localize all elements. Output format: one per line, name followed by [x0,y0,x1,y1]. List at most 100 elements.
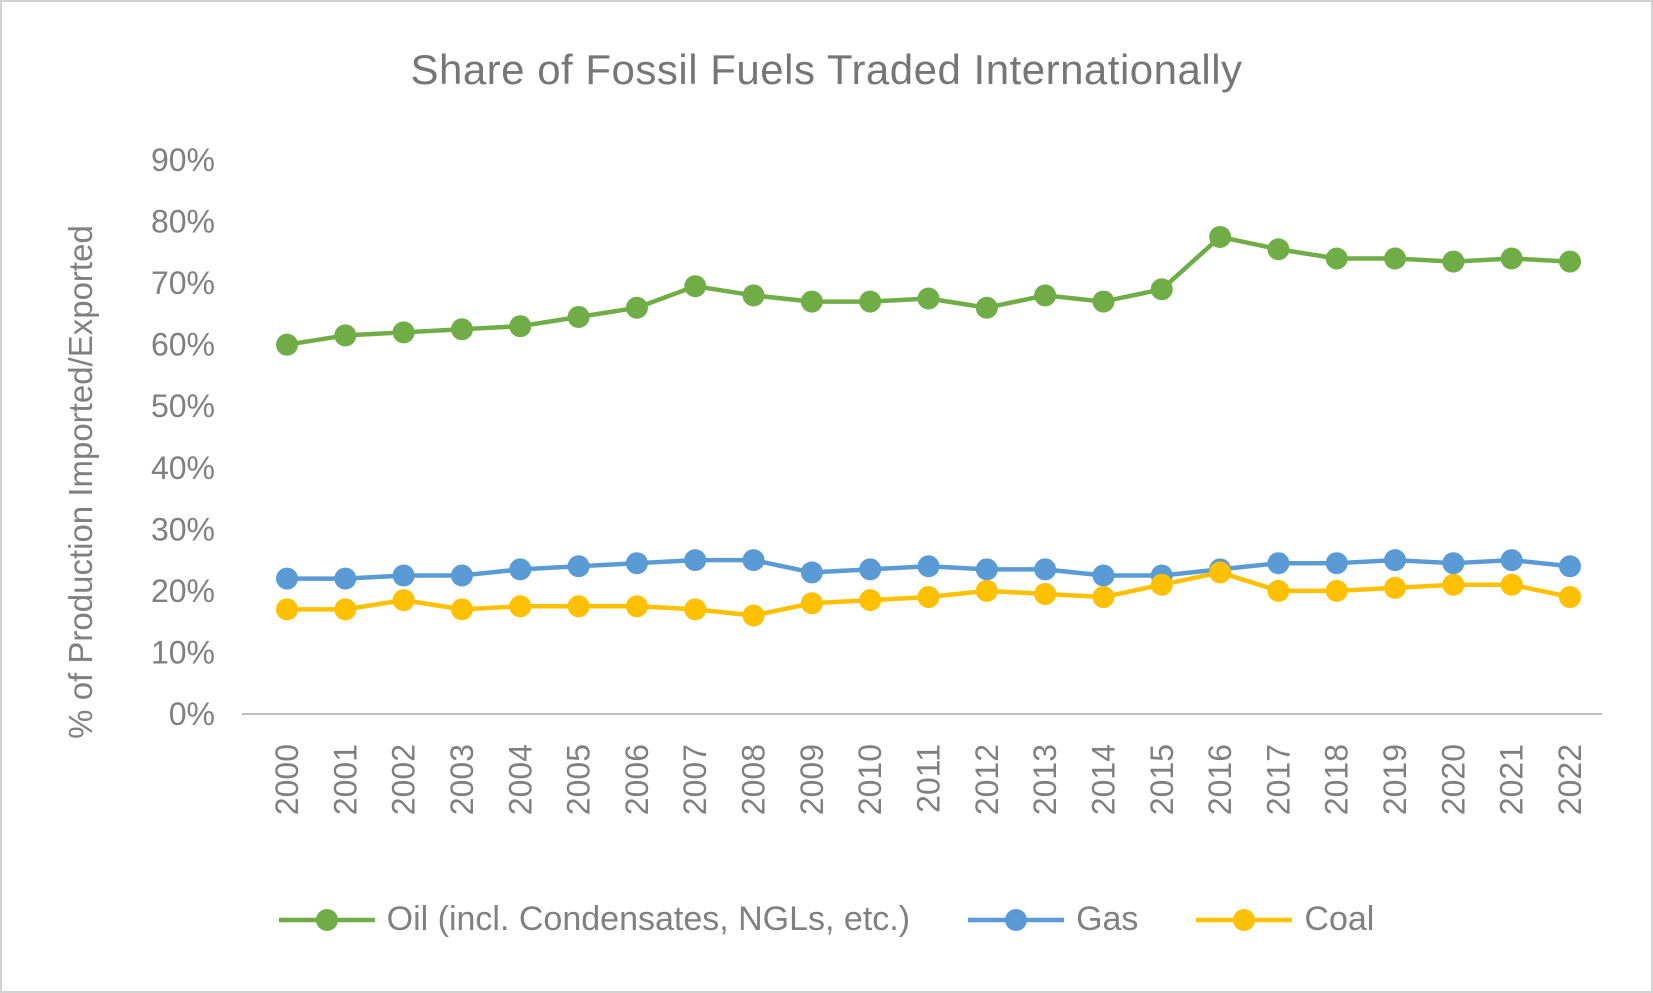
x-tick-label: 2018 [1319,744,1355,815]
gas-data-point [567,555,590,578]
x-tick-label: 2015 [1144,744,1180,815]
gas-data-point [625,552,648,575]
x-tick-label: 2020 [1435,744,1471,815]
gas-data-point [1384,549,1407,572]
x-tick-label: 2010 [852,744,888,815]
x-tick-label: 2001 [327,744,363,815]
coal-data-point [1209,561,1232,584]
oil-data-point [392,321,415,344]
x-tick-label: 2003 [444,744,480,815]
oil-data-point [1034,284,1057,307]
gas-data-point [800,561,823,584]
legend-label-oil: Oil (incl. Condensates, NGLs, etc.) [386,900,911,938]
y-tick-label: 20% [151,573,215,609]
x-tick-label: 2016 [1202,744,1238,815]
oil-data-point [684,275,707,298]
gas-data-point [276,567,298,590]
gas-data-point [392,564,415,587]
gas-data-point [1442,552,1465,575]
y-tick-label: 90% [151,142,215,178]
gas-data-point [684,549,707,572]
x-tick-label: 2007 [677,744,713,815]
coal-data-point [1500,573,1523,596]
gas-data-point [742,549,765,572]
oil-data-point [1150,278,1173,301]
oil-data-point [1325,247,1348,270]
coal-data-point [1034,582,1057,605]
x-tick-label: 2005 [561,744,597,815]
gas-data-point [450,564,473,587]
oil-data-point [742,284,765,307]
legend-label-coal: Coal [1304,900,1375,938]
gas-data-point [1559,555,1581,578]
y-tick-label: 80% [151,204,215,240]
coal-data-point [1267,579,1290,602]
oil-data-point [509,315,532,338]
gas-data-point [1325,552,1348,575]
x-tick-label: 2013 [1027,744,1063,815]
x-tick-label: 2012 [969,744,1005,815]
coal-data-point [334,598,357,621]
y-tick-label: 30% [151,511,215,547]
oil-data-point [859,290,882,313]
legend: Oil (incl. Condensates, NGLs, etc.) Gas … [2,900,1651,939]
oil-data-point [1500,247,1523,270]
coal-data-point [392,589,415,612]
x-tick-label: 2014 [1085,744,1121,815]
coal-data-point [800,592,823,615]
x-tick-label: 2000 [269,744,305,815]
coal-data-point [859,589,882,612]
gas-data-point [1500,549,1523,572]
oil-data-point [276,333,298,356]
y-tick-label: 50% [151,388,215,424]
legend-item-coal: Coal [1196,900,1374,939]
coal-data-point [1092,586,1115,609]
y-tick-label: 60% [151,327,215,363]
gas-data-point [509,558,532,581]
oil-data-point [625,296,648,319]
y-tick-label: 70% [151,265,215,301]
gas-data-point [859,558,882,581]
gas-data-point [917,555,940,578]
oil-data-point [1209,225,1232,248]
coal-data-point [567,595,590,618]
x-tick-label: 2011 [911,744,947,813]
gas-data-point [334,567,357,590]
oil-data-point [1092,290,1115,313]
coal-data-point [742,604,765,627]
oil-data-point [1559,250,1581,273]
x-tick-label: 2017 [1260,744,1296,815]
coal-data-point [625,595,648,618]
coal-data-point [1442,573,1465,596]
coal-data-point [276,598,298,621]
oil-data-point [800,290,823,313]
oil-data-point [917,287,940,310]
y-tick-label: 0% [169,696,215,732]
oil-data-point [1384,247,1407,270]
x-tick-label: 2004 [502,744,538,815]
coal-data-point [975,579,998,602]
gas-data-point [1092,564,1115,587]
coal-data-point [1325,579,1348,602]
coal-data-point [1384,576,1407,599]
x-tick-label: 2006 [619,744,655,815]
gas-legend-marker-icon [968,908,1065,931]
y-tick-label: 40% [151,450,215,486]
legend-label-gas: Gas [1076,900,1139,938]
x-tick-label: 2002 [386,744,422,815]
oil-data-point [334,324,357,347]
coal-data-point [509,595,532,618]
oil-data-point [1442,250,1465,273]
coal-data-point [1559,586,1581,609]
coal-data-point [450,598,473,621]
x-tick-label: 2009 [794,744,830,815]
oil-data-point [975,296,998,319]
x-tick-label: 2021 [1494,744,1530,815]
chart-title: Share of Fossil Fuels Traded Internation… [410,46,1243,93]
x-tick-label: 2019 [1377,744,1413,815]
y-tick-label: 10% [151,634,215,670]
gas-data-point [975,558,998,581]
x-tick-label: 2022 [1552,744,1588,815]
